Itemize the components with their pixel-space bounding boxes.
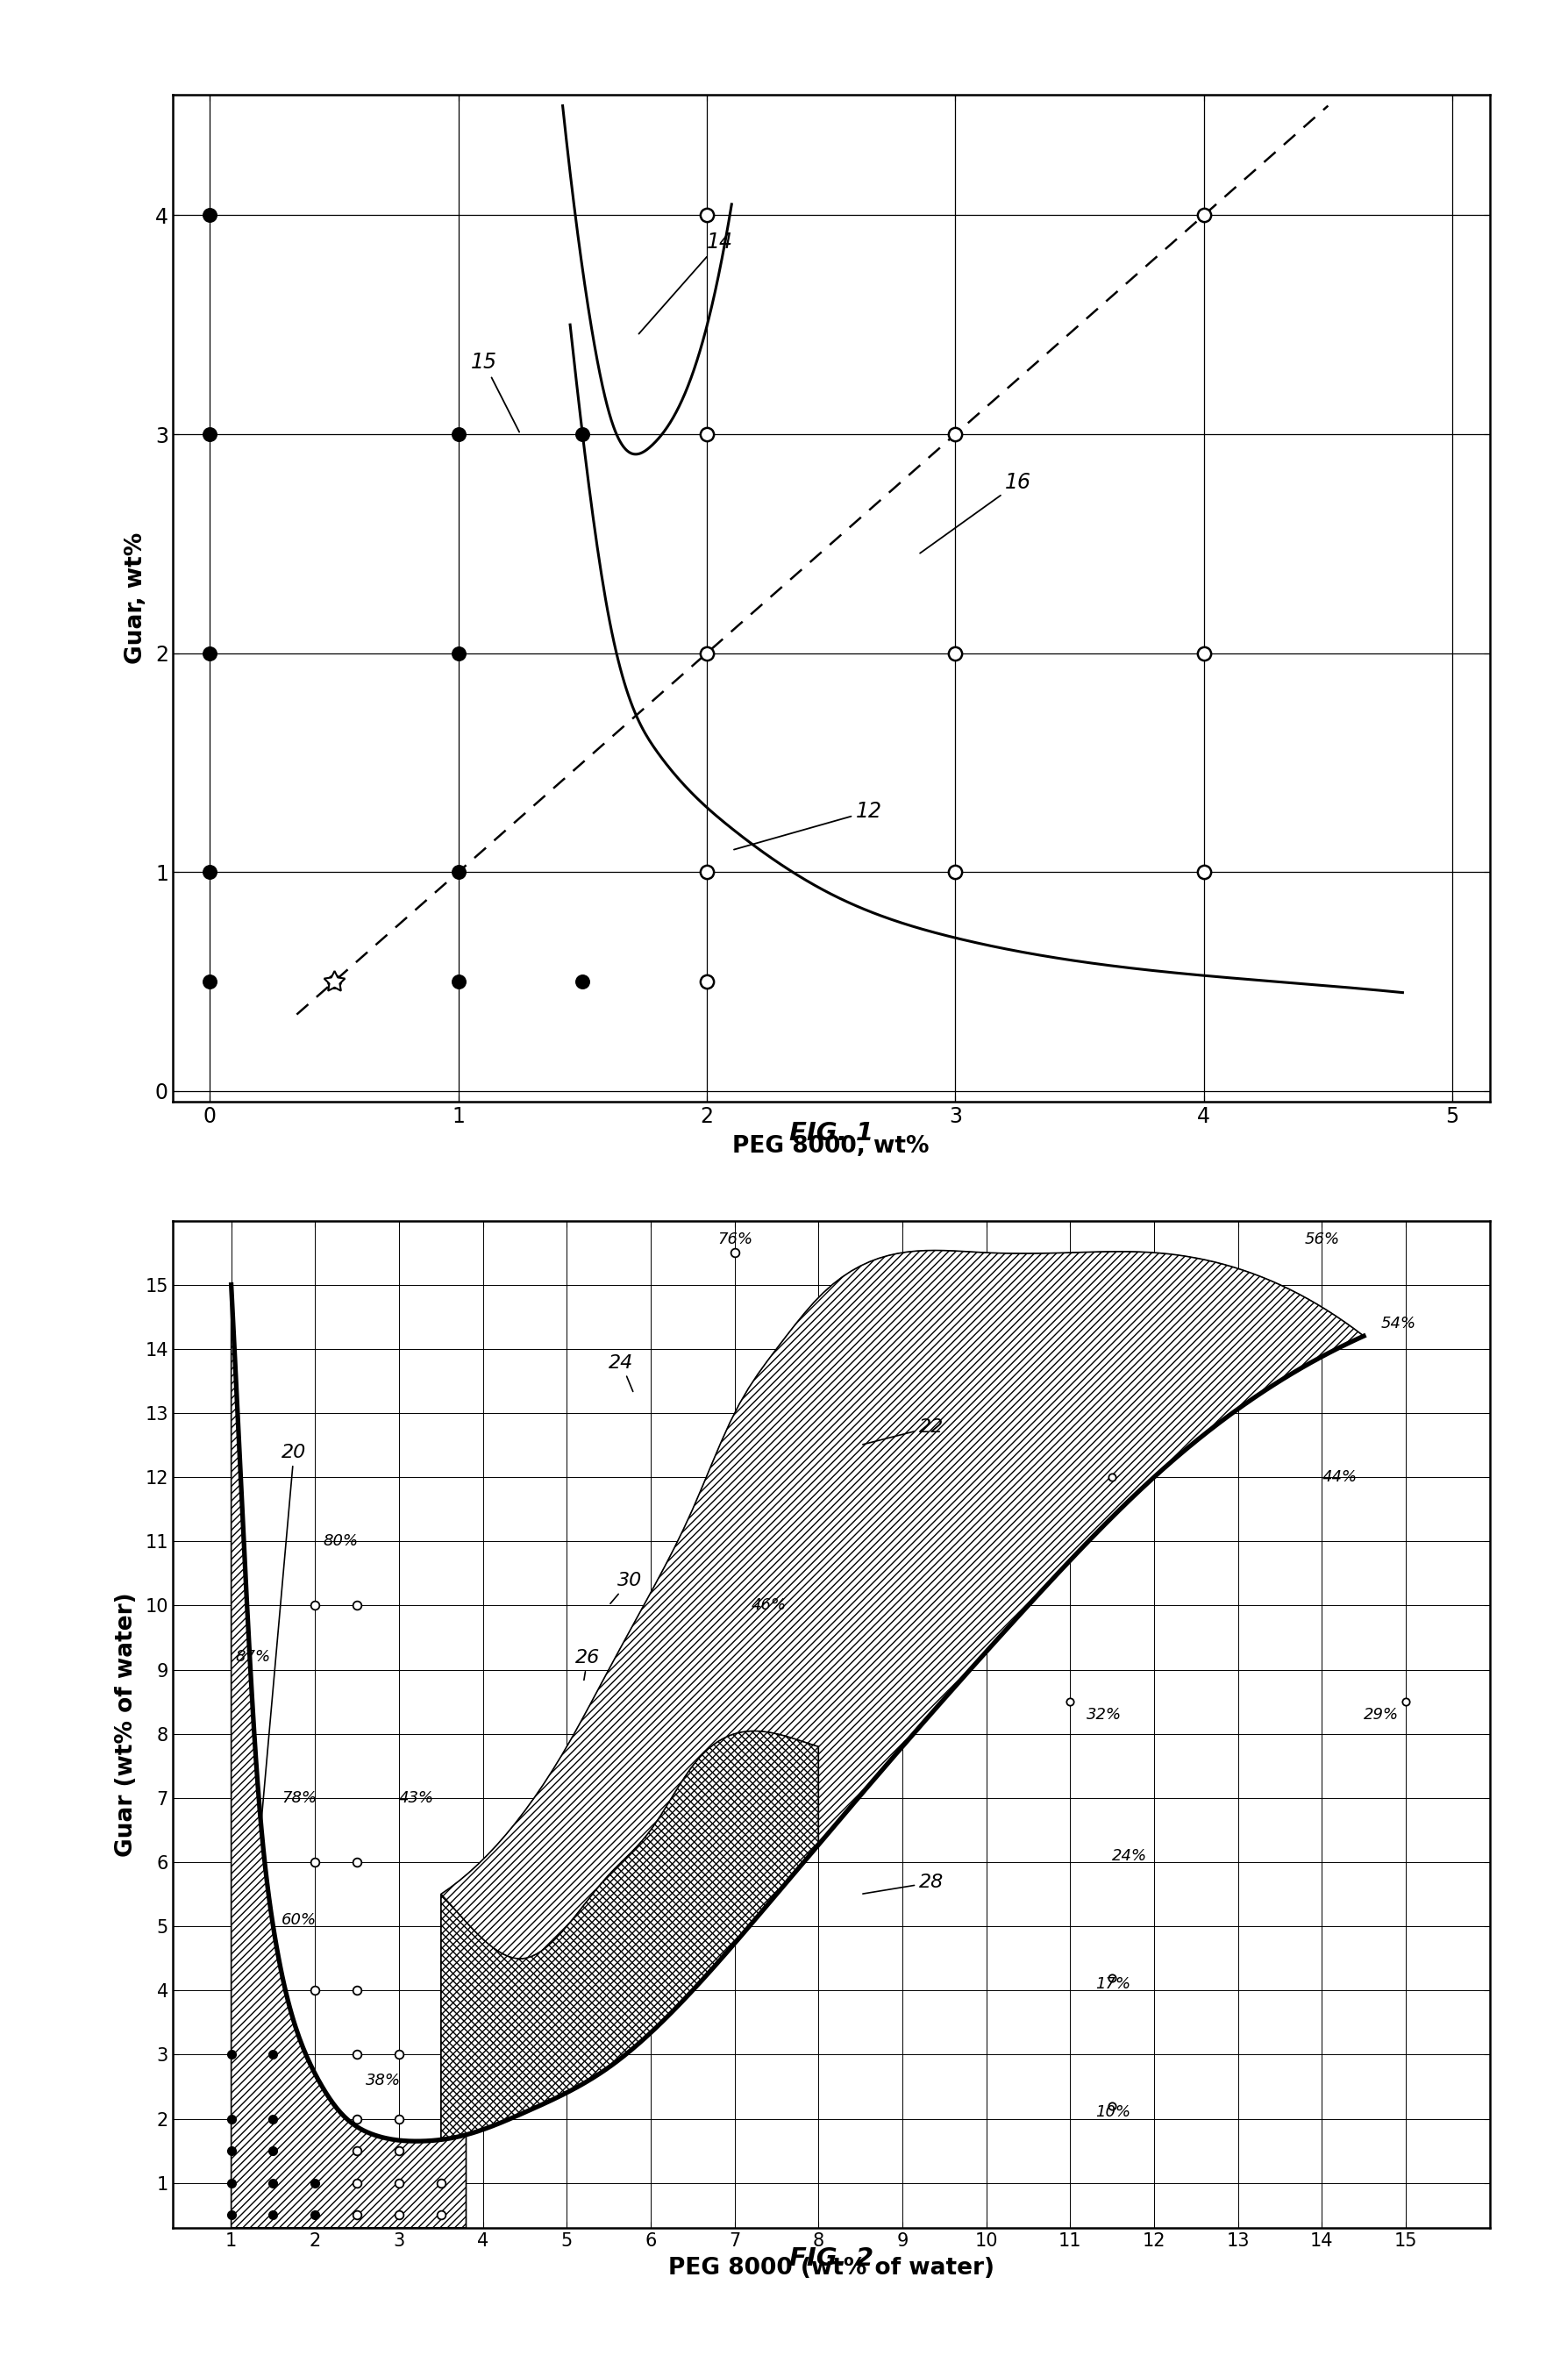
Polygon shape	[441, 1251, 1364, 2140]
Text: 30: 30	[610, 1571, 641, 1604]
Text: 16: 16	[920, 472, 1032, 552]
Text: 46%: 46%	[751, 1597, 787, 1614]
Text: 78%: 78%	[282, 1789, 317, 1806]
Text: 80%: 80%	[323, 1533, 359, 1550]
Y-axis label: Guar, wt%: Guar, wt%	[125, 533, 147, 664]
Text: 87%: 87%	[235, 1650, 271, 1664]
Text: 28: 28	[862, 1875, 944, 1894]
Polygon shape	[441, 1730, 818, 2140]
Polygon shape	[230, 1285, 466, 2228]
Text: 26: 26	[575, 1650, 601, 1680]
Text: 12: 12	[734, 801, 883, 848]
Text: 76%: 76%	[718, 1232, 753, 1247]
Text: 56%: 56%	[1305, 1232, 1341, 1247]
Text: 32%: 32%	[1087, 1706, 1123, 1723]
Text: FIG. 2: FIG. 2	[789, 2247, 873, 2270]
Text: 14: 14	[638, 232, 734, 334]
Text: 15: 15	[470, 351, 519, 431]
Text: 20: 20	[260, 1443, 306, 1827]
Text: 22: 22	[862, 1417, 944, 1443]
Text: 29%: 29%	[1364, 1706, 1399, 1723]
Y-axis label: Guar (wt% of water): Guar (wt% of water)	[114, 1593, 138, 1856]
Text: 38%: 38%	[365, 2071, 400, 2088]
Text: 44%: 44%	[1322, 1469, 1356, 1486]
X-axis label: PEG 8000 (wt% of water): PEG 8000 (wt% of water)	[668, 2256, 994, 2280]
Text: 60%: 60%	[282, 1913, 317, 1927]
Text: 54%: 54%	[1380, 1315, 1416, 1332]
Text: FIG. 1: FIG. 1	[789, 1121, 873, 1145]
Text: 43%: 43%	[398, 1789, 434, 1806]
Text: 24: 24	[608, 1353, 633, 1391]
Text: 10%: 10%	[1096, 2105, 1131, 2121]
Text: 24%: 24%	[1112, 1849, 1148, 1863]
X-axis label: PEG 8000, wt%: PEG 8000, wt%	[732, 1135, 930, 1157]
Text: 17%: 17%	[1096, 1977, 1131, 1991]
